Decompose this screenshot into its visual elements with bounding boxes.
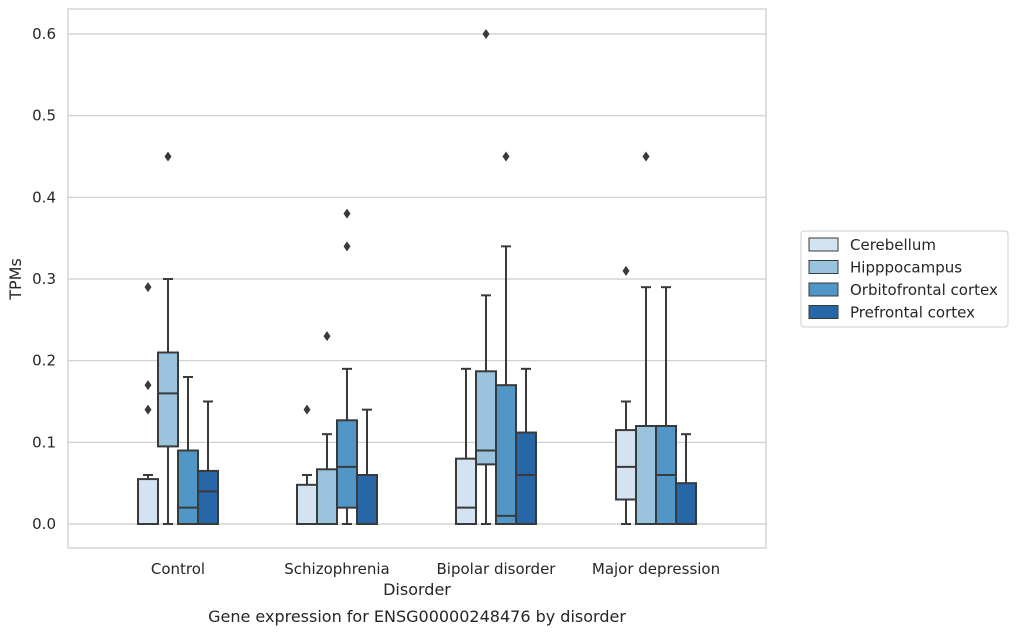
- legend-swatch: [808, 305, 839, 319]
- box-body: [296, 483, 318, 525]
- x-tick-label: Schizophrenia: [284, 560, 389, 578]
- outlier-point: [502, 151, 510, 162]
- box-body: [675, 482, 697, 525]
- box-body: [177, 449, 199, 525]
- box-body: [157, 351, 179, 448]
- x-axis-ticks: Control Schizophrenia Bipolar disorder Majo…: [151, 560, 720, 578]
- y-tick-label: 0.1: [32, 433, 56, 451]
- outlier-point: [642, 151, 650, 162]
- box-hipppocampus: [316, 331, 338, 525]
- box-body: [316, 468, 338, 525]
- legend-frame: [800, 230, 1009, 328]
- x-axis-label: Disorder: [383, 580, 451, 599]
- box-prefrontal-cortex: [515, 367, 537, 525]
- box-body: [197, 469, 219, 525]
- legend-item: Prefrontal cortex: [808, 304, 975, 322]
- y-axis-ticks: 0.0 0.1 0.2 0.3 0.4 0.5 0.6: [32, 25, 56, 533]
- box-body: [336, 419, 358, 509]
- box-orbitofrontal-cortex: [336, 208, 358, 525]
- box-cerebellum: [137, 282, 159, 526]
- legend-swatch: [808, 282, 839, 297]
- outlier-point: [144, 282, 152, 293]
- box-body: [635, 425, 657, 525]
- outlier-point: [343, 208, 351, 219]
- outlier-point: [144, 380, 152, 391]
- x-tick-label: Bipolar disorder: [437, 560, 557, 578]
- outlier-point: [323, 331, 331, 342]
- x-tick-label: Major depression: [592, 560, 720, 578]
- legend-label: Prefrontal cortex: [850, 304, 975, 322]
- x-tick-label: Control: [151, 560, 205, 578]
- figure-caption: Gene expression for ENSG00000248476 by d…: [208, 607, 626, 626]
- box-body: [515, 431, 537, 525]
- box-orbitofrontal-cortex: [177, 376, 199, 525]
- box-body: [495, 384, 517, 525]
- y-tick-label: 0.0: [32, 515, 56, 533]
- outlier-point: [164, 151, 172, 162]
- y-tick-label: 0.4: [32, 188, 56, 206]
- legend-label: Cerebellum: [850, 236, 936, 254]
- legend-item: Orbitofrontal cortex: [808, 281, 998, 299]
- outlier-point: [622, 265, 630, 276]
- box-prefrontal-cortex: [675, 433, 697, 525]
- y-axis-label: TPMs: [6, 258, 25, 301]
- box-prefrontal-cortex: [356, 408, 378, 525]
- outlier-point: [144, 404, 152, 415]
- box-body: [137, 478, 159, 526]
- box-prefrontal-cortex: [197, 400, 219, 525]
- outlier-point: [343, 241, 351, 252]
- box-hipppocampus: [157, 151, 179, 525]
- legend-label: Hipppocampus: [850, 259, 962, 277]
- box-body: [455, 457, 477, 525]
- box-cerebellum: [455, 367, 477, 525]
- y-tick-label: 0.2: [32, 352, 56, 370]
- box-body: [615, 429, 637, 501]
- legend-label: Orbitofrontal cortex: [850, 281, 998, 299]
- plot-area-frame: [67, 8, 767, 549]
- outlier-point: [303, 404, 311, 415]
- legend-swatch: [808, 260, 839, 274]
- legend: Cerebellum Hipppocampus Orbitofrontal cort…: [800, 230, 1009, 328]
- legend-item: Cerebellum: [808, 236, 936, 254]
- boxes: [137, 29, 697, 526]
- y-tick-label: 0.6: [32, 25, 56, 43]
- y-tick-label: 0.5: [32, 107, 56, 125]
- box-orbitofrontal-cortex: [495, 151, 517, 525]
- legend-item: Hipppocampus: [808, 259, 962, 277]
- box-body: [356, 474, 378, 525]
- box-orbitofrontal-cortex: [655, 286, 677, 525]
- y-tick-label: 0.3: [32, 270, 56, 288]
- legend-swatch: [808, 237, 839, 252]
- outlier-point: [482, 29, 490, 39]
